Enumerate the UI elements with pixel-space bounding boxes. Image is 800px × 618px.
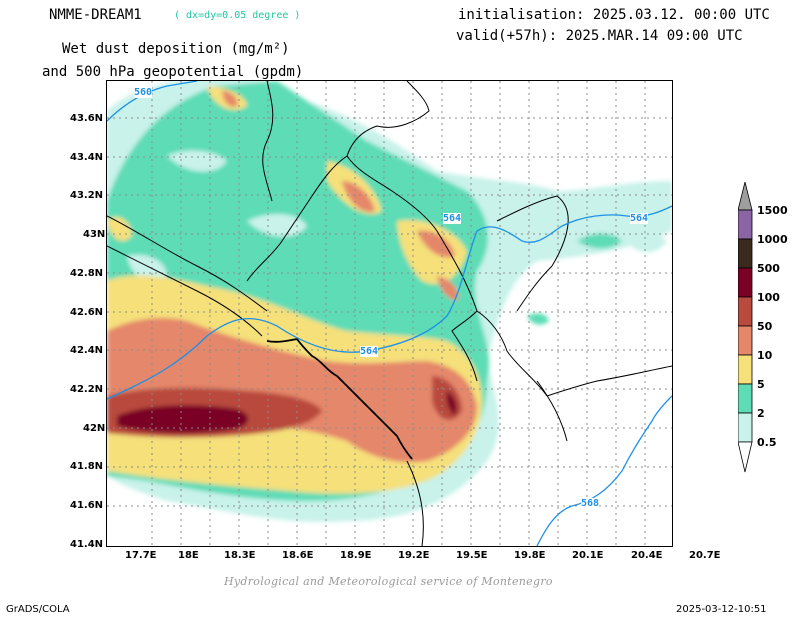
field-title-line1: Wet dust deposition (mg/m²) — [62, 41, 290, 57]
deposition-10-band — [107, 91, 477, 463]
x-tick-label: 19.2E — [398, 550, 430, 561]
map-panel — [106, 80, 673, 547]
y-tick-label: 43.6N — [70, 113, 104, 124]
contour-label-568: 568 — [581, 498, 600, 509]
deposition-100-band — [117, 391, 457, 434]
footer-right: 2025-03-12-10:51 — [676, 604, 767, 615]
colorbar-swatch — [737, 296, 753, 327]
colorbar-label: 1500 — [757, 204, 788, 217]
contour-label-560: 560 — [134, 87, 153, 98]
colorbar — [737, 181, 798, 486]
field-title-line2: and 500 hPa geopotential (gpdm) — [42, 64, 304, 80]
colorbar-label: 0.5 — [757, 436, 777, 449]
y-tick-label: 41.4N — [70, 539, 104, 550]
x-tick-label: 18.3E — [224, 550, 256, 561]
colorbar-bottom-triangle — [737, 441, 753, 473]
x-tick-label: 20.1E — [572, 550, 604, 561]
y-tick-label: 43N — [83, 229, 106, 240]
x-tick-label: 17.7E — [125, 550, 157, 561]
y-tick-label: 42.8N — [70, 268, 104, 279]
valid-time: valid(+57h): 2025.MAR.14 09:00 UTC — [456, 28, 743, 44]
x-tick-label: 20.4E — [631, 550, 663, 561]
model-name: NMME-DREAM1 — [49, 7, 142, 23]
contour-label-564: 564 — [360, 346, 379, 357]
y-tick-label: 43.2N — [70, 190, 104, 201]
y-tick-label: 42.6N — [70, 307, 104, 318]
colorbar-swatches — [737, 181, 753, 473]
colorbar-swatch — [737, 412, 753, 443]
x-tick-label: 18.6E — [282, 550, 314, 561]
colorbar-top-triangle — [737, 181, 753, 211]
y-tick-label: 41.8N — [70, 461, 104, 472]
grid-resolution: ( dx=dy=0.05 degree ) — [174, 10, 301, 21]
init-time: initialisation: 2025.03.12. 00:00 UTC — [458, 7, 770, 23]
x-tick-label: 19.5E — [456, 550, 488, 561]
y-tick-label: 42N — [83, 423, 106, 434]
colorbar-label: 5 — [757, 378, 765, 391]
colorbar-swatch — [737, 354, 753, 385]
colorbar-swatch — [737, 325, 753, 356]
colorbar-swatch — [737, 209, 753, 240]
dust-deposition-map — [106, 80, 673, 547]
contour-label-564: 564 — [630, 213, 649, 224]
country-borders — [106, 80, 673, 547]
x-tick-label: 18.9E — [340, 550, 372, 561]
colorbar-swatch — [737, 383, 753, 414]
colorbar-label: 100 — [757, 291, 780, 304]
coastline — [266, 338, 413, 460]
colorbar-swatch — [737, 267, 753, 298]
colorbar-label: 500 — [757, 262, 780, 275]
colorbar-label: 50 — [757, 320, 773, 333]
y-tick-label: 43.4N — [70, 152, 104, 163]
y-tick-label: 41.6N — [70, 500, 104, 511]
x-tick-label: 19.8E — [514, 550, 546, 561]
footer-left: GrADS/COLA — [6, 604, 70, 615]
credit-line: Hydrological and Meteorological service … — [224, 575, 553, 588]
x-tick-label: 20.7E — [689, 550, 721, 561]
colorbar-label: 1000 — [757, 233, 788, 246]
colorbar-swatch — [737, 238, 753, 269]
x-tick-label: 18E — [178, 550, 199, 561]
contour-label-564: 564 — [443, 213, 462, 224]
y-tick-label: 42.4N — [70, 345, 104, 356]
colorbar-label: 10 — [757, 349, 773, 362]
map-border — [106, 80, 673, 547]
y-tick-label: 42.2N — [70, 384, 104, 395]
colorbar-label: 2 — [757, 407, 765, 420]
